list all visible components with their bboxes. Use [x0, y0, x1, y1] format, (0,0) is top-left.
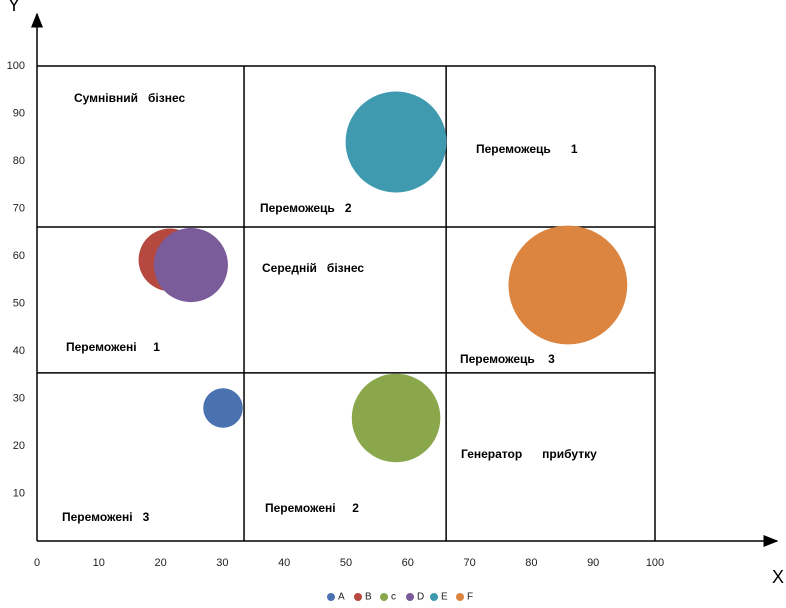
- legend-label: A: [338, 592, 345, 603]
- y-tick-label: 90: [13, 107, 25, 119]
- y-tick-label: 20: [13, 440, 25, 452]
- bubble: [203, 388, 243, 428]
- y-tick-label: 100: [7, 60, 25, 72]
- x-tick-label: 50: [340, 557, 352, 569]
- legend-swatch: [327, 593, 335, 601]
- x-tick-label: 10: [93, 557, 105, 569]
- bubble: [345, 91, 447, 193]
- bubble: [153, 227, 228, 303]
- bubble: [508, 225, 628, 345]
- x-tick-label: 30: [216, 557, 228, 569]
- annotation: Переможець 2: [260, 201, 352, 215]
- y-tick-label: 50: [13, 297, 25, 309]
- annotation: Переможені 1: [66, 340, 160, 354]
- annotation: Генератор прибутку: [461, 447, 597, 461]
- y-tick-label: 70: [13, 202, 25, 214]
- bubble: [351, 373, 441, 463]
- x-tick-label: 40: [278, 557, 290, 569]
- y-tick-label: 60: [13, 250, 25, 262]
- legend-label: E: [441, 592, 448, 603]
- annotation: Переможені 2: [265, 501, 359, 515]
- x-tick-label: 100: [646, 557, 664, 569]
- legend-swatch: [456, 593, 464, 601]
- annotation: Сумнівний бізнес: [74, 91, 185, 105]
- x-tick-label: 20: [154, 557, 166, 569]
- y-tick-label: 40: [13, 345, 25, 357]
- legend-swatch: [406, 593, 414, 601]
- y-tick-label: 30: [13, 392, 25, 404]
- y-tick-label: 10: [13, 487, 25, 499]
- x-axis-label: X: [772, 567, 784, 587]
- x-tick-label: 60: [402, 557, 414, 569]
- legend-swatch: [430, 593, 438, 601]
- y-tick-label: 80: [13, 155, 25, 167]
- x-tick-label: 0: [34, 557, 40, 569]
- annotation: Переможець 3: [460, 352, 555, 366]
- legend-label: B: [365, 592, 372, 603]
- legend-label: c: [391, 592, 396, 603]
- legend-label: D: [417, 592, 424, 603]
- x-tick-label: 80: [525, 557, 537, 569]
- legend-label: F: [467, 592, 473, 603]
- annotation: Середній бізнес: [262, 261, 364, 275]
- x-tick-label: 70: [463, 557, 475, 569]
- legend-swatch: [354, 593, 362, 601]
- annotation: Переможені 3: [62, 510, 150, 524]
- annotation: Переможець 1: [476, 142, 578, 156]
- y-axis-label: Y: [8, 0, 20, 15]
- x-tick-label: 90: [587, 557, 599, 569]
- legend-swatch: [380, 593, 388, 601]
